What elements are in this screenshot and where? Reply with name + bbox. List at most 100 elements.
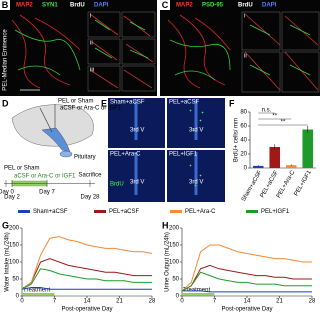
letter-box <box>0 0 10 10</box>
bar <box>269 147 281 168</box>
bar <box>302 129 314 168</box>
panel-letter: G <box>2 220 9 230</box>
treatment-bar <box>22 293 55 296</box>
inset-label: ii <box>244 54 247 60</box>
timeline <box>4 180 95 187</box>
y-axis-label: Water Intake (mL/24h) <box>5 232 11 291</box>
x-tick-label: 7 <box>213 299 217 305</box>
micrograph-c <box>167 11 320 93</box>
group-label: PEL+IGF1 <box>169 152 198 158</box>
y-axis-label: Urine Output (mL/24h) <box>165 232 171 292</box>
region-label: 3rd V <box>130 180 144 186</box>
series-line <box>181 271 312 292</box>
treatment-label: Treatment <box>23 288 50 294</box>
y-tick-label: 60 <box>240 124 247 130</box>
panel-letter: C <box>162 0 169 10</box>
y-axis-label: BrdU+ cells/ mm <box>234 118 240 162</box>
y-tick-label: 50 <box>12 277 19 283</box>
panel-letter: F <box>229 98 235 108</box>
group-label: PEL+aCSF <box>169 100 200 106</box>
panel-letter: B <box>2 0 9 10</box>
panel-letter: D <box>2 98 9 108</box>
stain-label: SYN1 <box>42 3 58 9</box>
x-tick-label: 28 <box>309 299 316 305</box>
x-tick-label: 14 <box>84 299 91 305</box>
x-tick-label: 28 <box>149 299 156 305</box>
timeline-day: Day 0 <box>0 190 14 196</box>
series-line <box>182 290 312 293</box>
y-tick-label: 40 <box>240 138 247 144</box>
stain-label: MAP2 <box>16 3 33 9</box>
y-tick-label: 0 <box>176 294 180 300</box>
y-tick-label: 0 <box>244 166 248 172</box>
legend-label: Sham+aCSF <box>33 209 68 215</box>
stain-label: BrdU <box>70 3 85 9</box>
lesion-label: PEL or Sham <box>58 99 93 105</box>
inset-label: i <box>90 14 91 20</box>
organ-label: Pituitary <box>74 155 96 161</box>
stain-label: DAPI <box>262 3 277 9</box>
region-label: 3rd V <box>130 128 144 134</box>
x-tick-label: 0 <box>20 299 24 305</box>
x-axis-label: Post-operative Day <box>61 307 112 313</box>
legend-swatch <box>246 210 258 213</box>
stain-label: DAPI <box>94 3 109 9</box>
y-tick-label: 150 <box>9 243 20 249</box>
legend-swatch <box>18 210 30 213</box>
injection-label: aCSF or Ara-C or IGF1 <box>60 106 122 112</box>
inset-label: iii <box>90 68 94 74</box>
legend-swatch <box>170 210 182 213</box>
series-line <box>21 258 152 290</box>
legend-label: PEL+IGF1 <box>261 209 290 215</box>
significance-label: ** <box>281 120 286 126</box>
x-tick-label: 0 <box>180 299 184 305</box>
y-tick-label: 100 <box>169 260 180 266</box>
x-tick-label: PEL+IGF1 <box>294 169 314 197</box>
inset-label: i <box>244 14 245 20</box>
significance-label: n.s. <box>262 108 272 114</box>
group-label: Sham+aCSF <box>110 100 145 106</box>
stain-label: MAP2 <box>176 3 193 9</box>
significance-label: ** <box>272 114 277 120</box>
timeline-end: Sacrifice <box>78 173 102 179</box>
y-tick-label: 50 <box>172 277 179 283</box>
x-tick-label: 21 <box>276 299 283 305</box>
side-label: PEL-Median Eminence <box>3 29 9 91</box>
micrograph-b <box>11 11 156 92</box>
timeline-day: Day 2 <box>4 195 20 201</box>
series-line <box>181 264 312 292</box>
region-label: 3rd V <box>189 180 203 186</box>
panel-letter: E <box>101 98 107 108</box>
y-tick-label: 200 <box>169 226 180 232</box>
legend-swatch <box>94 210 106 213</box>
x-axis-label: Post-operative Day <box>221 307 272 313</box>
letter-box <box>160 0 170 10</box>
y-tick-label: 200 <box>9 226 20 232</box>
x-tick-label: 7 <box>53 299 57 305</box>
series-line <box>21 287 152 290</box>
y-tick-label: 0 <box>16 294 20 300</box>
series-line <box>21 235 153 290</box>
x-tick-label: Sham+aCSF <box>241 169 264 202</box>
brain-diagram <box>11 104 94 158</box>
series-line <box>21 268 152 290</box>
panel-letter: H <box>162 220 169 230</box>
x-tick-label: 21 <box>116 299 123 305</box>
y-tick-label: 150 <box>169 243 180 249</box>
y-tick-label: 80 <box>240 110 247 116</box>
stain-label: BrdU <box>110 182 124 188</box>
panel-e-images <box>108 98 225 202</box>
bar <box>252 165 264 168</box>
timeline-day: Day 7 <box>39 190 55 196</box>
legend-label: PEL+Ara-C <box>185 209 216 215</box>
legend-label: PEL+aCSF <box>109 209 140 215</box>
region-label: 3rd V <box>189 128 203 134</box>
timeline-treatment: aCSF or Ara-C or IGF1 <box>14 174 76 180</box>
inset-label: ii <box>90 41 93 47</box>
stain-label: PSD-95 <box>202 3 224 9</box>
treatment-bar <box>182 293 215 296</box>
x-tick-label: 14 <box>244 299 251 305</box>
y-tick-label: 100 <box>9 260 20 266</box>
